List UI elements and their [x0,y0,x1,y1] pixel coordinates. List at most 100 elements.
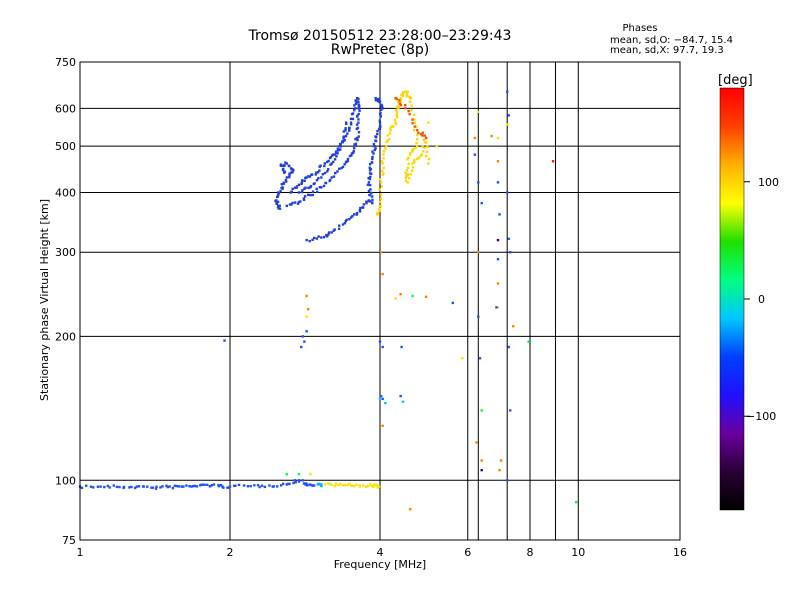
data-point [357,112,360,116]
y-tick-label: 600 [55,102,76,115]
data-point [413,121,417,124]
data-point [253,484,256,487]
data-point [415,128,419,132]
data-point [498,468,501,472]
data-point [200,483,203,486]
data-point [507,237,510,241]
data-point [357,97,360,101]
data-point [421,131,424,134]
data-point [202,483,205,487]
data-point [352,151,355,154]
data-point [342,130,346,133]
data-point [357,103,361,106]
data-point [356,126,360,130]
data-point [300,179,304,182]
data-point [282,182,286,185]
data-point [294,481,297,484]
data-point [405,93,409,96]
data-point [508,251,512,254]
x-tick-label: 10 [571,546,585,559]
data-point [401,94,404,97]
data-point [285,472,288,476]
data-point [350,154,353,157]
y-tick-label: 75 [62,534,76,547]
data-point [337,483,340,487]
data-point [405,174,408,178]
data-point [320,186,323,189]
data-point [222,486,225,489]
data-point [395,108,398,112]
data-point [337,227,341,231]
data-point [304,176,307,180]
data-point [315,171,318,174]
data-point [400,345,403,349]
colorbar [719,87,745,511]
data-point [358,109,361,112]
data-point [305,330,308,333]
data-point [415,144,419,148]
data-point [315,237,319,240]
data-point [413,158,416,162]
data-point [415,125,418,128]
data-point [342,139,345,142]
data-point [349,121,353,124]
data-point [301,479,304,482]
data-point [268,484,271,487]
data-point [424,295,428,299]
data-point [122,485,126,489]
data-point [381,345,384,349]
data-point [365,200,368,203]
data-point [352,213,356,216]
data-point [480,409,483,412]
data-point [108,486,111,489]
data-point [368,169,372,172]
data-point [323,162,327,165]
data-point [305,484,309,487]
data-point [369,175,372,179]
data-point [511,325,515,328]
data-point [370,484,373,488]
data-point [151,486,155,489]
data-point [336,170,339,173]
data-point [307,175,310,178]
data-point [402,91,405,95]
data-point [376,132,379,136]
data-point [371,198,374,202]
data-point [399,394,402,398]
data-point [357,107,361,110]
data-point [379,394,383,398]
data-point [379,251,383,254]
data-point [130,485,133,489]
data-point [146,485,149,488]
data-point [378,124,382,127]
data-point [349,117,353,121]
colorbar-tick-label: 0 [758,293,765,306]
data-point [288,174,291,177]
data-point [348,129,351,132]
data-point [348,126,351,130]
data-point [373,148,376,152]
data-point [355,100,359,103]
data-point [353,104,356,107]
colorbar-label: [deg] [718,73,753,88]
data-point [406,158,409,161]
data-point [297,472,301,476]
data-point [317,177,320,180]
data-point [339,145,342,148]
data-point [374,96,377,100]
data-point [159,486,162,489]
data-point [370,195,374,198]
data-point [99,485,102,488]
data-point [175,484,178,488]
data-point [477,251,480,254]
data-point [303,340,306,343]
data-point [137,485,141,488]
data-point [210,484,213,487]
data-point [155,485,158,488]
data-point [331,154,334,157]
data-point [404,171,407,174]
data-point [344,134,348,138]
data-point [368,163,372,166]
chart-subtitle: RwPretec (8p) [331,42,429,58]
data-point [372,485,375,488]
